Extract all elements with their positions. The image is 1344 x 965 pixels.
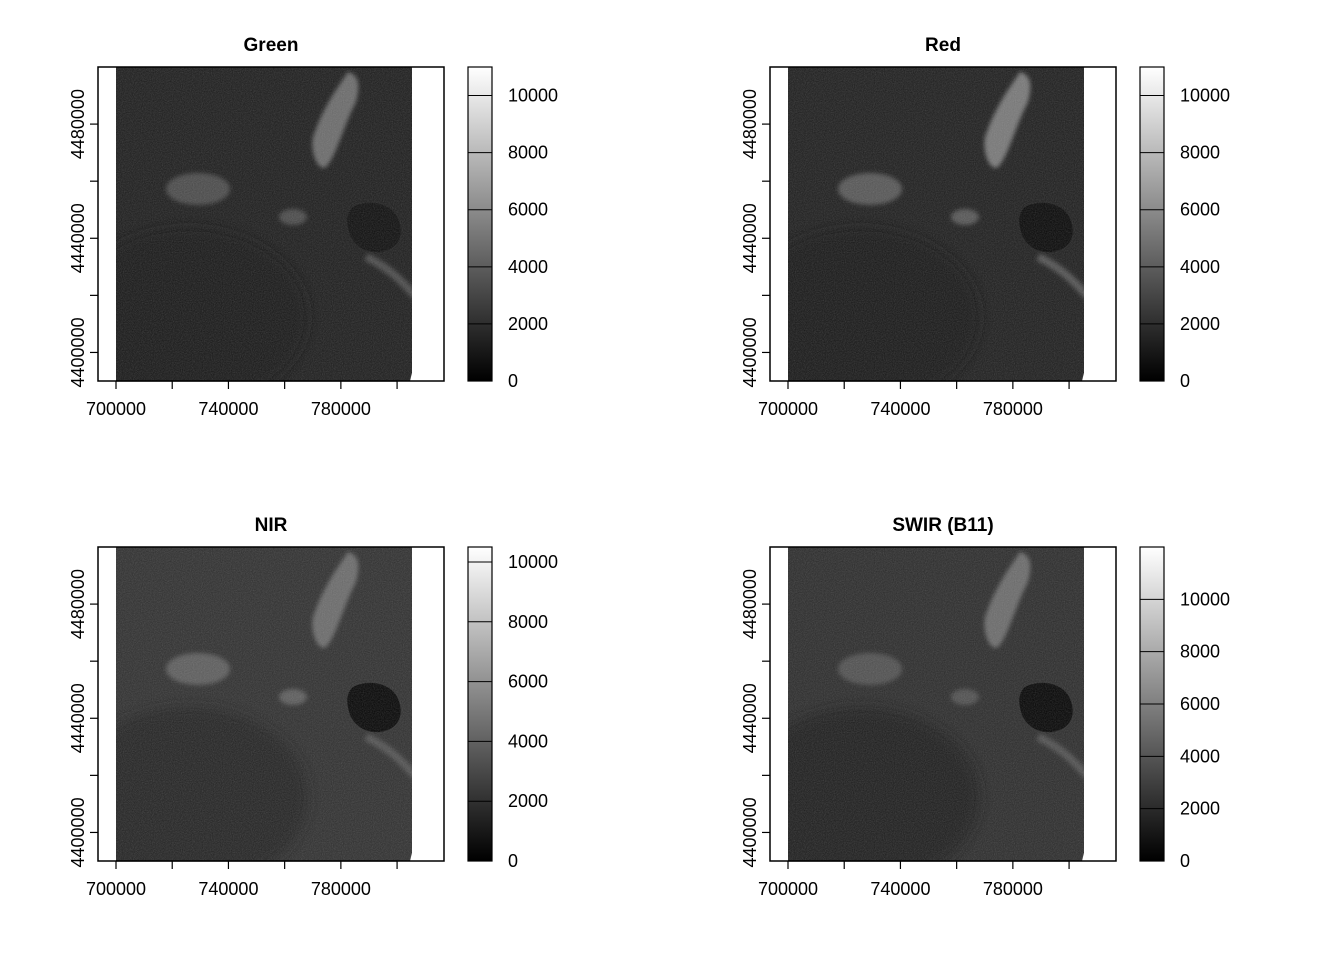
panel-nir: NIR 700000 740000 780000 4400000 4440000 44800…: [68, 515, 558, 899]
y-tick-label: 4400000: [740, 797, 760, 867]
legend-ramp: [467, 546, 493, 862]
nodata-strip: [412, 67, 428, 381]
y-tick-label: 4480000: [68, 89, 88, 159]
legend-tick-label: 2000: [1180, 314, 1220, 334]
panel-swir: SWIR (B11) 700000 740000 780000 4400000 44400…: [740, 515, 1230, 899]
legend-tick-label: 0: [508, 371, 518, 391]
legend-tick-label: 6000: [1180, 694, 1220, 714]
x-tick-label: 700000: [86, 399, 146, 419]
x-tick-label: 740000: [870, 879, 930, 899]
legend-ramp: [1139, 66, 1165, 382]
legend-tick-label: 4000: [508, 257, 548, 277]
raster-image: [116, 67, 428, 381]
x-tick-label: 780000: [983, 399, 1043, 419]
legend-tick-label: 6000: [508, 672, 548, 692]
legend-tick-label: 8000: [1180, 143, 1220, 163]
legend-ramp: [467, 66, 493, 382]
x-tick-label: 780000: [311, 879, 371, 899]
y-tick-label: 4400000: [68, 317, 88, 387]
raster-grain: [788, 547, 1100, 861]
legend-tick-label: 8000: [508, 143, 548, 163]
y-tick-label: 4440000: [740, 683, 760, 753]
y-tick-label: 4480000: [740, 89, 760, 159]
x-tick-label: 700000: [758, 879, 818, 899]
legend-tick-label: 0: [1180, 851, 1190, 871]
legend-tick-label: 4000: [508, 731, 548, 751]
y-tick-label: 4440000: [740, 203, 760, 273]
legend-tick-label: 10000: [1180, 589, 1230, 609]
panel-title: SWIR (B11): [892, 515, 993, 536]
legend-tick-label: 10000: [1180, 86, 1230, 106]
legend-tick-label: 2000: [508, 314, 548, 334]
legend-tick-label: 4000: [1180, 746, 1220, 766]
panel-title: Red: [925, 35, 961, 56]
legend-tick-label: 8000: [1180, 642, 1220, 662]
y-tick-label: 4440000: [68, 683, 88, 753]
legend-colorbar: 0 2000 4000 6000 8000 10000: [467, 66, 558, 391]
panel-red: Red 700000 740000 780000 4400000 4440000 44800…: [740, 35, 1230, 419]
nodata-strip: [412, 547, 428, 861]
legend-colorbar: 0 2000 4000 6000 8000 10000: [467, 546, 558, 871]
y-tick-label: 4480000: [68, 569, 88, 639]
nodata-strip: [1084, 547, 1100, 861]
y-tick-label: 4400000: [68, 797, 88, 867]
x-tick-label: 740000: [198, 399, 258, 419]
legend-tick-label: 2000: [508, 791, 548, 811]
legend-tick-label: 8000: [508, 612, 548, 632]
legend-tick-label: 10000: [508, 552, 558, 572]
panel-title: NIR: [255, 515, 288, 536]
y-tick-label: 4480000: [740, 569, 760, 639]
legend-colorbar: 0 2000 4000 6000 8000 10000: [1139, 546, 1230, 871]
raster-grain: [116, 67, 428, 381]
legend-tick-label: 0: [1180, 371, 1190, 391]
panel-green: Green 700000 740000 780000 4400000 4440000 448…: [68, 35, 558, 419]
legend-tick-label: 10000: [508, 86, 558, 106]
panel-title: Green: [244, 35, 299, 56]
x-tick-label: 700000: [86, 879, 146, 899]
x-tick-label: 780000: [311, 399, 371, 419]
nodata-strip: [1084, 67, 1100, 381]
raster-image: [116, 547, 428, 861]
x-tick-label: 740000: [198, 879, 258, 899]
x-tick-label: 700000: [758, 399, 818, 419]
raster-image: [788, 547, 1100, 861]
legend-tick-label: 6000: [508, 200, 548, 220]
raster-grain: [116, 547, 428, 861]
y-tick-label: 4440000: [68, 203, 88, 273]
x-tick-label: 780000: [983, 879, 1043, 899]
y-tick-label: 4400000: [740, 317, 760, 387]
legend-tick-label: 6000: [1180, 200, 1220, 220]
legend-colorbar: 0 2000 4000 6000 8000 10000: [1139, 66, 1230, 391]
legend-tick-label: 2000: [1180, 799, 1220, 819]
raster-image: [788, 67, 1100, 381]
legend-tick-label: 4000: [1180, 257, 1220, 277]
raster-grain: [788, 67, 1100, 381]
x-tick-label: 740000: [870, 399, 930, 419]
legend-tick-label: 0: [508, 851, 518, 871]
